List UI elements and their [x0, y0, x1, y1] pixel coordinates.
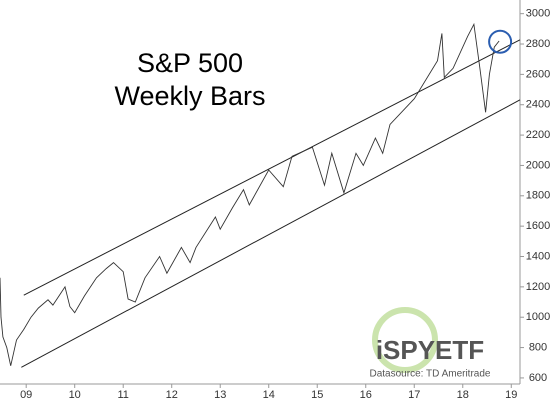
y-tick-label: 2200	[526, 129, 550, 141]
x-tick-label: 16	[360, 389, 372, 401]
y-tick-label: 1400	[526, 250, 550, 262]
y-tick-label: 600	[529, 372, 547, 384]
y-tick-label: 2800	[526, 38, 550, 50]
x-tick-label: 15	[311, 389, 323, 401]
y-tick-label: 2400	[526, 99, 550, 111]
x-tick-label: 19	[505, 389, 517, 401]
y-tick-label: 1000	[526, 311, 550, 323]
x-tick-label: 11	[117, 389, 128, 401]
y-tick-label: 3000	[526, 8, 550, 20]
price-line	[0, 22, 500, 366]
y-tick-label: 2000	[526, 159, 550, 171]
trend-line	[23, 39, 521, 296]
highlight-circle	[488, 29, 513, 54]
chart-title: S&P 500	[137, 48, 243, 78]
y-tick-label: 2600	[526, 68, 550, 80]
logo: iSPYETF	[376, 335, 484, 365]
trend-line	[21, 99, 521, 368]
x-tick-label: 12	[166, 389, 178, 401]
y-tick-label: 1200	[526, 281, 550, 293]
y-tick-label: 1800	[526, 190, 550, 202]
y-tick-label: 800	[529, 341, 547, 353]
x-tick-label: 10	[69, 389, 81, 401]
x-tick-label: 09	[20, 389, 32, 401]
x-tick-label: 14	[263, 389, 275, 401]
x-tick-label: 13	[214, 389, 226, 401]
x-tick-label: 18	[457, 389, 469, 401]
x-tick-label: 17	[408, 389, 420, 401]
source: Datasource: TD Ameritrade	[370, 369, 491, 380]
logo-ring	[372, 307, 438, 373]
chart-subtitle: Weekly Bars	[114, 81, 265, 111]
y-tick-label: 1600	[526, 220, 550, 232]
